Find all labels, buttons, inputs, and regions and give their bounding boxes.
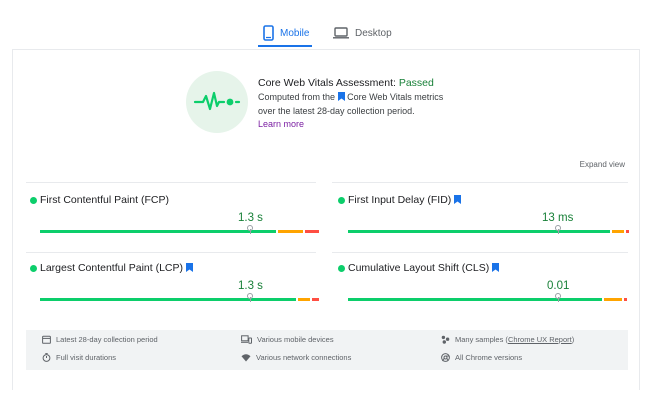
bar-poor	[624, 298, 627, 301]
percentile-marker-line	[558, 297, 559, 302]
metric-name: Cumulative Layout Shift (CLS)	[348, 262, 500, 274]
assessment-description-line2: over the latest 28-day collection period…	[258, 106, 415, 116]
assessment-badge	[186, 71, 248, 133]
percentile-marker-line	[250, 297, 251, 302]
tab-desktop[interactable]: Desktop	[333, 22, 392, 44]
distribution-bar	[348, 230, 631, 233]
bookmark-icon	[337, 92, 345, 101]
footer-devices-text: Various mobile devices	[257, 335, 334, 344]
footer-versions: All Chrome versions	[441, 353, 522, 362]
tab-mobile-label: Mobile	[280, 27, 310, 39]
learn-more-link[interactable]: Learn more	[258, 119, 305, 129]
footer-durations-text: Full visit durations	[56, 353, 117, 362]
metric-name: First Contentful Paint (FCP)	[40, 194, 169, 206]
bar-good	[348, 230, 610, 233]
tab-mobile[interactable]: Mobile	[263, 22, 309, 44]
expand-view-button[interactable]: Expand view	[579, 160, 625, 169]
chrome-icon	[441, 353, 450, 362]
bookmark-icon	[492, 263, 500, 272]
divider	[26, 252, 316, 253]
assessment-title-prefix: Core Web Vitals Assessment:	[258, 77, 399, 89]
distribution-bar	[40, 298, 321, 301]
bar-needs-improvement	[278, 230, 303, 233]
metric-value: 1.3 s	[238, 212, 263, 224]
footer-devices: Various mobile devices	[241, 335, 334, 344]
footer-period-text: Latest 28-day collection period	[56, 335, 158, 344]
devices-icon	[241, 335, 252, 344]
bookmark-icon	[185, 263, 193, 272]
status-good-dot	[338, 197, 345, 204]
metric-fid[interactable]: First Input Delay (FID) 13 ms	[338, 194, 629, 254]
bar-poor	[305, 230, 319, 233]
assessment-line1-after: Core Web Vitals metrics	[347, 92, 444, 102]
footer-network: Various network connections	[241, 353, 351, 362]
tab-desktop-label: Desktop	[355, 27, 392, 39]
calendar-icon	[42, 335, 51, 344]
footer-samples-suffix: )	[571, 335, 575, 344]
metric-name-text: Largest Contentful Paint (LCP)	[40, 262, 183, 274]
divider	[332, 252, 628, 253]
field-data-card	[12, 49, 640, 390]
heartbeat-icon	[193, 91, 241, 111]
bar-needs-improvement	[612, 230, 624, 233]
metric-fcp[interactable]: First Contentful Paint (FCP) 1.3 s	[30, 194, 319, 254]
status-good-dot	[338, 265, 345, 272]
metric-value: 1.3 s	[238, 280, 263, 292]
bar-poor	[626, 230, 629, 233]
footer-durations: Full visit durations	[42, 353, 116, 362]
divider	[26, 182, 316, 183]
laptop-icon	[333, 27, 349, 39]
chrome-ux-report-link[interactable]: Chrome UX Report	[507, 335, 572, 344]
status-good-dot	[30, 265, 37, 272]
footer-samples-prefix: Many samples (	[455, 335, 508, 344]
metric-cls[interactable]: Cumulative Layout Shift (CLS) 0.01	[338, 262, 627, 322]
footer-samples: Many samples (Chrome UX Report)	[441, 335, 574, 344]
smartphone-icon	[263, 25, 274, 41]
metric-name-text: Cumulative Layout Shift (CLS)	[348, 262, 490, 274]
divider	[332, 182, 628, 183]
metric-value: 13 ms	[542, 212, 574, 224]
data-source-summary: Latest 28-day collection period Full vis…	[26, 330, 628, 370]
assessment-description-line1: Computed from the Core Web Vitals metric…	[258, 92, 443, 102]
footer-network-text: Various network connections	[256, 353, 352, 362]
samples-icon	[441, 335, 450, 344]
metric-value: 0.01	[547, 280, 570, 292]
bar-good	[348, 298, 602, 301]
metric-name: First Input Delay (FID)	[348, 194, 462, 206]
distribution-bar	[40, 230, 321, 233]
wifi-icon	[241, 354, 251, 362]
metric-name: Largest Contentful Paint (LCP)	[40, 262, 193, 274]
metric-name-text: First Input Delay (FID)	[348, 194, 452, 206]
bar-needs-improvement	[604, 298, 622, 301]
footer-versions-text: All Chrome versions	[455, 353, 523, 362]
assessment-line1-before: Computed from the	[258, 92, 336, 102]
bar-good	[40, 298, 296, 301]
active-tab-indicator	[258, 45, 312, 47]
timer-icon	[42, 353, 51, 362]
status-good-dot	[30, 197, 37, 204]
distribution-bar	[348, 298, 629, 301]
metric-lcp[interactable]: Largest Contentful Paint (LCP) 1.3 s	[30, 262, 319, 322]
percentile-marker-line	[558, 229, 559, 234]
assessment-status: Passed	[398, 77, 434, 89]
footer-period: Latest 28-day collection period	[42, 335, 158, 344]
bar-good	[40, 230, 276, 233]
percentile-marker-line	[250, 229, 251, 234]
bar-poor	[312, 298, 319, 301]
bar-needs-improvement	[298, 298, 310, 301]
assessment-title: Core Web Vitals Assessment: Passed	[258, 77, 434, 89]
bookmark-icon	[454, 195, 462, 204]
